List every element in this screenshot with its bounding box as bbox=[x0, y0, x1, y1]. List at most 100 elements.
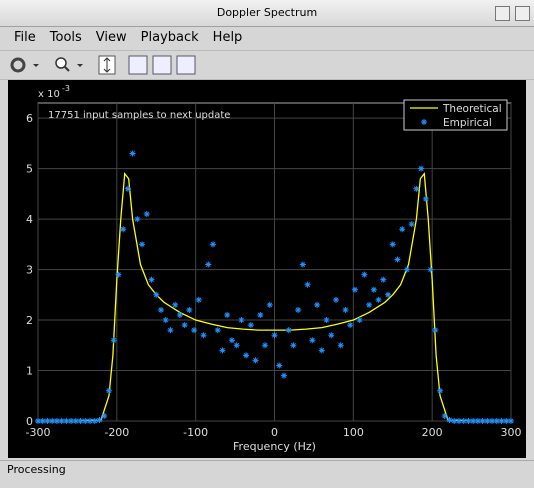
zoom-handle bbox=[64, 66, 70, 72]
empirical-point bbox=[347, 322, 354, 329]
legend-box bbox=[403, 99, 508, 131]
empirical-point bbox=[276, 362, 283, 369]
empirical-point bbox=[337, 342, 344, 349]
menu-item[interactable]: File bbox=[14, 30, 36, 45]
empirical-point bbox=[299, 261, 306, 268]
empirical-point bbox=[484, 418, 491, 424]
x-tick-label: 300 bbox=[501, 426, 522, 439]
empirical-point bbox=[205, 261, 212, 268]
toolbar-icons bbox=[10, 55, 196, 75]
empirical-point bbox=[262, 342, 269, 349]
x-tick-label: 200 bbox=[422, 426, 443, 439]
empirical-point bbox=[139, 241, 146, 248]
x-tick-label: -300 bbox=[26, 426, 51, 439]
empirical-point bbox=[238, 317, 245, 324]
menu-item[interactable]: Playback bbox=[140, 30, 199, 45]
maximize-button[interactable] bbox=[495, 6, 510, 21]
empirical-point bbox=[224, 312, 231, 318]
empirical-point bbox=[39, 418, 46, 424]
legend-label: Empirical bbox=[443, 117, 492, 129]
empirical-point bbox=[181, 322, 188, 329]
empirical-point bbox=[153, 291, 160, 298]
y-tick-label: 4 bbox=[26, 213, 33, 226]
empirical-point bbox=[493, 418, 500, 424]
empirical-point bbox=[446, 416, 453, 423]
empirical-point bbox=[460, 418, 467, 424]
empirical-point bbox=[167, 327, 174, 334]
empirical-point bbox=[489, 418, 496, 424]
empirical-point bbox=[304, 281, 311, 288]
y-tick-label: 3 bbox=[26, 264, 33, 277]
empirical-point bbox=[366, 301, 373, 308]
empirical-point bbox=[361, 271, 368, 278]
y-tick-label: 2 bbox=[26, 314, 33, 327]
dropdown[interactable] bbox=[33, 64, 39, 67]
cursor-button[interactable] bbox=[152, 55, 172, 75]
empirical-point bbox=[418, 165, 425, 172]
empirical-point bbox=[385, 291, 392, 298]
window-title: Doppler Spectrum bbox=[216, 6, 318, 19]
menu-item[interactable]: Tools bbox=[49, 30, 82, 45]
empirical-point bbox=[172, 301, 179, 308]
empirical-point bbox=[342, 306, 349, 313]
dropdown[interactable] bbox=[77, 64, 83, 67]
empirical-point bbox=[328, 332, 335, 339]
x-tick-label: -200 bbox=[104, 426, 129, 439]
empirical-point bbox=[77, 418, 84, 424]
empirical-point bbox=[247, 322, 254, 329]
menu-item[interactable]: Help bbox=[212, 30, 243, 45]
empirical-point bbox=[63, 418, 70, 424]
y-tick-label: 6 bbox=[26, 112, 33, 125]
empirical-point bbox=[87, 418, 94, 424]
empirical-point bbox=[176, 312, 183, 318]
empirical-point bbox=[157, 306, 164, 313]
empirical-point bbox=[110, 337, 117, 344]
empirical-point bbox=[120, 226, 127, 233]
empirical-point bbox=[91, 418, 98, 424]
zoom-button[interactable] bbox=[55, 57, 67, 69]
empirical-point bbox=[413, 185, 420, 192]
empirical-point bbox=[53, 418, 60, 424]
empirical-point bbox=[309, 337, 316, 344]
empirical-point bbox=[115, 271, 122, 278]
settings-button[interactable] bbox=[10, 57, 26, 73]
empirical-point bbox=[375, 296, 382, 303]
empirical-point bbox=[214, 327, 221, 334]
x-tick-label: 100 bbox=[343, 426, 364, 439]
menu-item[interactable]: View bbox=[95, 30, 127, 45]
measure-button[interactable] bbox=[176, 55, 196, 75]
empirical-point bbox=[479, 418, 486, 424]
empirical-point bbox=[408, 221, 415, 228]
empirical-point bbox=[323, 317, 330, 324]
y-exponent: -3 bbox=[62, 84, 70, 93]
annotation: 17751 input samples to next update bbox=[48, 110, 230, 121]
empirical-point bbox=[465, 418, 472, 424]
toolbar bbox=[0, 50, 534, 80]
y-tick-label: 1 bbox=[26, 365, 33, 378]
empirical-point bbox=[58, 418, 65, 424]
empirical-point bbox=[356, 317, 363, 324]
empirical-point bbox=[394, 256, 401, 263]
empirical-point bbox=[498, 418, 505, 424]
empirical-point bbox=[399, 226, 406, 233]
y-tick-label: 0 bbox=[26, 415, 33, 428]
peak-button[interactable] bbox=[128, 55, 148, 75]
empirical-point bbox=[195, 296, 202, 303]
legend-label: Theoretical bbox=[442, 103, 502, 115]
empirical-point bbox=[470, 418, 477, 424]
empirical-point bbox=[228, 337, 235, 344]
empirical-point bbox=[503, 418, 510, 424]
empirical-point bbox=[148, 276, 155, 283]
empirical-point bbox=[233, 342, 240, 349]
empirical-point bbox=[143, 211, 150, 218]
empirical-point bbox=[257, 312, 264, 318]
empirical-point bbox=[455, 418, 462, 424]
empirical-point bbox=[96, 416, 103, 423]
empirical-point bbox=[295, 306, 302, 313]
x-axis-label: Frequency (Hz) bbox=[233, 440, 316, 453]
empirical-point bbox=[441, 412, 448, 419]
empirical-point bbox=[72, 418, 79, 424]
close-button[interactable] bbox=[515, 6, 530, 21]
empirical-point bbox=[49, 418, 56, 424]
empirical-point bbox=[101, 412, 108, 419]
